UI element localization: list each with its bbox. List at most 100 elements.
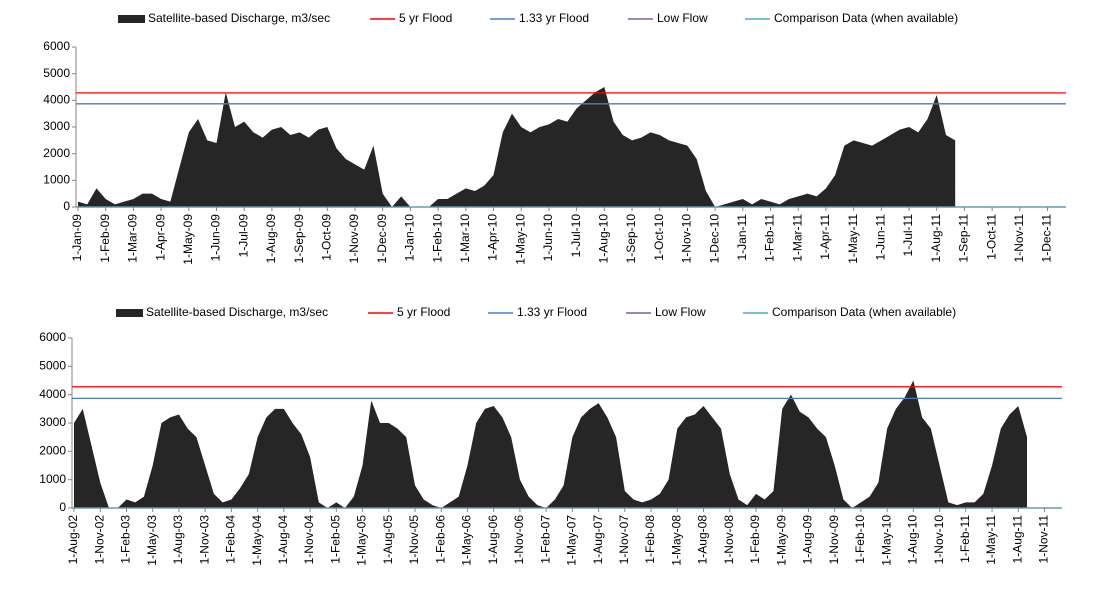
x-tick-label: 1-Nov-03 (197, 515, 211, 565)
x-tick-label: 1-Aug-02 (66, 515, 80, 565)
y-tick-label: 3000 (39, 415, 66, 429)
x-tick-label: 1-Aug-11 (1010, 515, 1024, 564)
y-tick-label: 1000 (43, 173, 70, 187)
x-tick-label: 1-Jul-10 (569, 214, 583, 258)
x-tick-label: 1-Jun-11 (873, 214, 887, 261)
x-tick-label: 1-Feb-09 (748, 515, 762, 564)
x-tick-label: 1-Aug-09 (801, 515, 815, 565)
x-tick-label: 1-May-05 (355, 515, 369, 566)
x-tick-label: 1-Dec-10 (707, 214, 721, 264)
y-tick-label: 2000 (43, 146, 70, 160)
legend-label: 1.33 yr Flood (517, 305, 587, 319)
y-tick-label: 4000 (43, 93, 70, 107)
x-tick-label: 1-Sep-10 (624, 214, 638, 264)
x-tick-label: 1-Aug-09 (264, 214, 278, 264)
y-tick-label: 6000 (39, 330, 66, 344)
legend-label: 1.33 yr Flood (519, 11, 589, 25)
legend-label: 5 yr Flood (399, 11, 452, 25)
x-tick-label: 1-May-07 (565, 515, 579, 566)
x-tick-label: 1-Feb-10 (430, 214, 444, 263)
x-tick-label: 1-Nov-09 (827, 515, 841, 565)
x-tick-label: 1-Nov-10 (680, 214, 694, 264)
x-tick-label: 1-Aug-07 (591, 515, 605, 565)
x-tick-label: 1-Aug-04 (276, 515, 290, 565)
x-tick-label: 1-Nov-06 (512, 515, 526, 565)
y-tick-label: 0 (63, 199, 70, 213)
x-tick-label: 1-Apr-09 (153, 214, 167, 261)
x-tick-label: 1-Feb-03 (119, 515, 133, 564)
x-tick-label: 1-Nov-05 (407, 515, 421, 565)
y-tick-label: 6000 (43, 39, 70, 53)
x-tick-label: 1-May-04 (250, 515, 264, 566)
x-tick-label: 1-Aug-10 (596, 214, 610, 264)
x-tick-label: 1-Jan-09 (70, 214, 84, 262)
x-tick-label: 1-Apr-10 (486, 214, 500, 261)
x-tick-label: 1-Nov-02 (92, 515, 106, 565)
x-tick-label: 1-May-11 (984, 515, 998, 565)
x-tick-label: 1-Apr-11 (818, 214, 832, 260)
x-tick-label: 1-Nov-11 (1012, 214, 1026, 263)
x-tick-label: 1-Jun-10 (541, 214, 555, 262)
x-tick-label: 1-Jan-11 (735, 214, 749, 261)
x-tick-label: 1-Feb-09 (98, 214, 112, 263)
x-tick-label: 1-Oct-10 (652, 214, 666, 261)
x-tick-label: 1-May-10 (879, 515, 893, 566)
x-tick-label: 1-Sep-11 (957, 214, 971, 263)
x-tick-label: 1-Jan-10 (403, 214, 417, 262)
y-tick-label: 3000 (43, 119, 70, 133)
x-tick-label: 1-Feb-04 (224, 515, 238, 564)
x-tick-label: 1-Oct-09 (319, 214, 333, 261)
x-tick-label: 1-Aug-08 (696, 515, 710, 565)
legend-label: Satellite-based Discharge, m3/sec (148, 11, 330, 25)
x-tick-label: 1-May-09 (181, 214, 195, 265)
discharge-area (78, 87, 956, 207)
x-tick-label: 1-Sep-09 (292, 214, 306, 264)
legend-label: 5 yr Flood (397, 305, 450, 319)
x-tick-label: 1-Jun-09 (209, 214, 223, 262)
legend-label: Low Flow (655, 305, 706, 319)
x-tick-label: 1-Nov-08 (722, 515, 736, 565)
y-tick-label: 2000 (39, 444, 66, 458)
x-tick-label: 1-Feb-06 (433, 515, 447, 564)
x-tick-label: 1-Aug-03 (171, 515, 185, 565)
x-tick-label: 1-Oct-11 (984, 214, 998, 260)
x-tick-label: 1-May-09 (774, 515, 788, 566)
x-tick-label: 1-May-06 (460, 515, 474, 566)
x-tick-label: 1-Jul-09 (236, 214, 250, 258)
x-tick-label: 1-Aug-05 (381, 515, 395, 565)
x-tick-label: 1-Nov-11 (1037, 515, 1051, 564)
x-tick-label: 1-Aug-11 (929, 214, 943, 263)
x-tick-label: 1-Dec-11 (1040, 214, 1054, 263)
discharge-area (74, 380, 1028, 508)
y-tick-label: 5000 (43, 66, 70, 80)
x-tick-label: 1-May-08 (669, 515, 683, 566)
x-tick-label: 1-Nov-07 (617, 515, 631, 565)
x-tick-label: 1-Feb-11 (763, 214, 777, 262)
x-tick-label: 1-Feb-07 (538, 515, 552, 564)
y-tick-label: 0 (59, 500, 66, 514)
x-tick-label: 1-Aug-06 (486, 515, 500, 565)
x-tick-label: 1-Mar-11 (790, 214, 804, 262)
legend-label: Comparison Data (when available) (774, 11, 958, 25)
x-tick-label: 1-Mar-10 (458, 214, 472, 263)
x-tick-label: 1-May-11 (846, 214, 860, 264)
x-tick-label: 1-Feb-11 (958, 515, 972, 563)
y-tick-label: 5000 (39, 359, 66, 373)
legend-label: Comparison Data (when available) (772, 305, 956, 319)
y-tick-label: 4000 (39, 387, 66, 401)
x-tick-label: 1-Feb-05 (328, 515, 342, 564)
x-tick-label: 1-Nov-04 (302, 515, 316, 565)
x-tick-label: 1-Mar-09 (126, 214, 140, 263)
legend-label: Low Flow (657, 11, 708, 25)
legend-label: Satellite-based Discharge, m3/sec (146, 305, 328, 319)
x-tick-label: 1-May-03 (145, 515, 159, 566)
x-tick-label: 1-Feb-08 (643, 515, 657, 564)
x-tick-label: 1-Jul-11 (901, 214, 915, 257)
x-tick-label: 1-Nov-09 (347, 214, 361, 264)
x-tick-label: 1-Nov-10 (932, 515, 946, 565)
y-tick-label: 1000 (39, 472, 66, 486)
legend-swatch (118, 15, 145, 23)
x-tick-label: 1-Feb-10 (853, 515, 867, 564)
x-tick-label: 1-Dec-09 (375, 214, 389, 264)
